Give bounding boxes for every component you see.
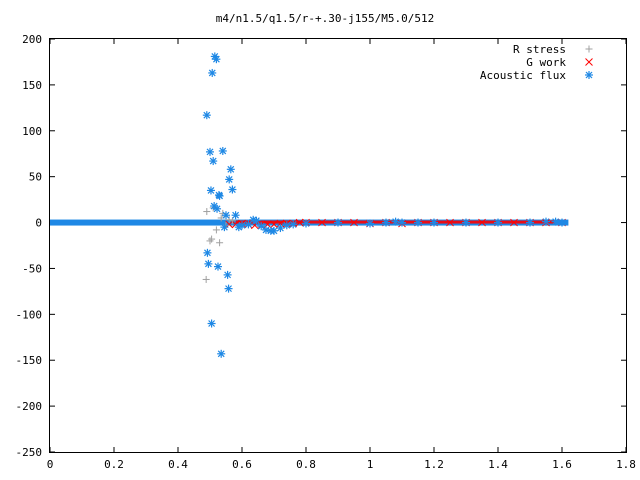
x-tick-label: 0.6 [232,458,252,471]
g-work-point [478,218,486,227]
x-tick-label: 1 [367,458,374,471]
acoustic-flux-point [542,217,550,226]
y-tick-label: -100 [16,308,43,321]
y-tick-label: -200 [16,400,43,413]
x-tick-label: 0.2 [104,458,124,471]
r-stress-point [202,275,210,283]
y-tick-label: 0 [35,217,42,230]
y-tick-label: 50 [29,171,42,184]
acoustic-flux-point [257,222,266,231]
acoustic-flux-point [430,218,438,227]
y-tick-label: -150 [16,354,43,367]
acoustic-flux-point [204,259,213,268]
g-work-point [510,218,518,227]
acoustic-flux-point [217,349,226,358]
y-tick-label: 100 [22,125,42,138]
acoustic-flux-point [202,111,211,120]
g-work-point [446,218,454,227]
acoustic-flux-point [252,216,261,225]
r-stress-point [206,237,214,245]
acoustic-flux-point [215,191,224,200]
g-work-point [318,218,326,227]
acoustic-flux-point [213,204,222,213]
x-tick-label: 1.4 [488,458,508,471]
acoustic-flux-point [276,224,285,233]
chart-title: m4/n1.5/q1.5/r-+.30-j155/M5.0/512 [216,12,435,25]
acoustic-flux-point [208,68,217,77]
r-stress-point [228,217,236,225]
acoustic-flux-point [212,55,221,64]
legend-g-work-marker [585,58,593,66]
y-tick-label: 200 [22,33,42,46]
r-stress-point [212,226,220,234]
acoustic-flux-point [494,218,502,227]
legend-r-stress-label: R stress [513,43,566,56]
acoustic-flux-point [223,270,232,279]
acoustic-flux-point [414,218,422,227]
acoustic-flux-point [220,223,229,232]
g-work-point [295,218,304,227]
r-stress-point [225,216,233,224]
acoustic-flux-point [302,219,310,228]
acoustic-flux-point [206,186,215,195]
acoustic-flux-point [218,146,227,155]
axes: 0 0.2 0.4 0.6 0.8 1 1.2 1.4 1.6 1.8 200 150 100 50 0 -5… [16,33,636,471]
acoustic-flux-point [238,221,246,230]
acoustic-flux-point [558,218,566,227]
acoustic-flux-point [224,284,233,293]
acoustic-flux-point [334,218,342,227]
acoustic-flux-point [366,219,374,228]
legend-acoustic-flux-marker [585,71,593,79]
acoustic-flux-point [214,262,222,271]
y-tick-label: -250 [16,446,43,459]
acoustic-flux-point [282,221,291,230]
r-stress-point [208,235,216,243]
acoustic-flux-point [391,217,400,226]
legend-acoustic-flux-label: Acoustic flux [480,69,566,82]
legend-g-work-label: G work [526,56,566,69]
legend-r-stress-marker [585,45,593,53]
acoustic-flux-point [222,211,230,220]
r-stress-point [216,239,224,247]
plot-frame [49,38,627,453]
acoustic-flux-point [398,218,406,227]
acoustic-flux-point [203,248,212,257]
acoustic-flux-point [207,319,216,328]
x-tick-label: 1.6 [552,458,572,471]
acoustic-flux-point [225,175,234,184]
g-work-point [263,220,272,229]
acoustic-flux-point [270,226,278,235]
x-tick-label: 0.4 [168,458,188,471]
acoustic-flux-point [209,157,218,166]
acoustic-flux-point [228,185,237,194]
y-tick-label: -50 [22,262,42,275]
acoustic-flux-point [206,147,214,156]
x-tick-label: 0.8 [296,458,316,471]
acoustic-flux-point [231,211,240,220]
g-work-point [270,220,278,229]
series-layer [202,52,566,358]
x-tick-label: 1.2 [424,458,444,471]
acoustic-flux-point [226,165,235,174]
g-work-point [350,218,358,227]
baseline-band [50,219,569,226]
acoustic-flux-point [462,218,470,227]
acoustic-flux-point [382,218,390,227]
acoustic-flux-point [526,218,534,227]
acoustic-flux-point [289,220,298,229]
r-stress-point [203,208,211,216]
acoustic-flux-point [551,217,560,226]
x-tick-label: 1.8 [616,458,636,471]
y-tick-label: 150 [22,79,42,92]
g-work-point [250,221,259,230]
x-tick-label: 0 [47,458,54,471]
